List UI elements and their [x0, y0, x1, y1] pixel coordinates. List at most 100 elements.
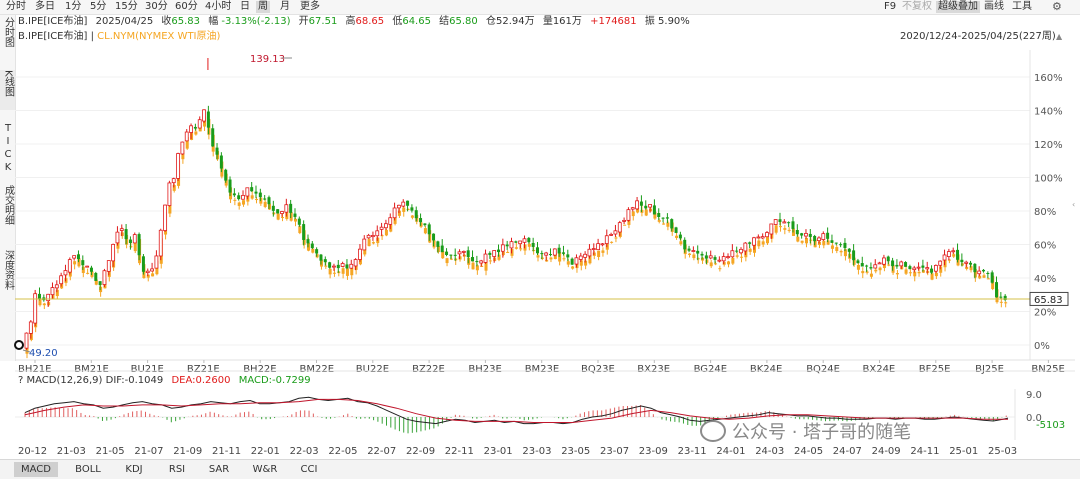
help-icon[interactable]: ? — [18, 375, 24, 386]
tab-sar[interactable]: SAR — [208, 464, 230, 475]
candle-body-down — [973, 263, 977, 273]
overlay-candle — [874, 269, 878, 272]
period-tab-15min[interactable]: 15分 — [115, 1, 138, 12]
macd-x-tick-label: 23-01 — [484, 446, 513, 457]
y-tick-label: 20% — [1034, 308, 1056, 319]
tab-wr[interactable]: W&R — [252, 464, 278, 475]
overlay-candle — [536, 255, 540, 258]
overlay-candle — [237, 202, 241, 206]
gear-icon[interactable]: ⚙ — [1052, 0, 1062, 13]
candle-body-up — [379, 226, 384, 230]
overlay-candle — [783, 228, 787, 230]
candle-body-up — [782, 221, 787, 224]
candle-body-down — [276, 209, 280, 214]
period-tab-30min[interactable]: 30分 — [145, 1, 168, 12]
period-tab-1min[interactable]: 1分 — [65, 1, 82, 12]
period-tab-week[interactable]: 周 — [256, 1, 270, 13]
low-label: 低 — [392, 16, 403, 27]
tab-cci[interactable]: CCI — [300, 464, 318, 475]
candle-body-up — [821, 233, 826, 240]
candle-body-down — [787, 222, 791, 224]
candle-body-down — [423, 223, 427, 226]
overlay-candle — [133, 240, 137, 252]
candle-body-down — [748, 242, 752, 244]
overlay-candle — [527, 243, 531, 247]
candle-body-down — [813, 235, 817, 242]
period-tab-60min[interactable]: 60分 — [175, 1, 198, 12]
oi-label: 仓 — [485, 16, 496, 27]
candle-body-up — [375, 230, 380, 237]
overlay-candle — [146, 274, 150, 278]
settle-price: 结65.80 — [439, 16, 478, 27]
tab-kdj[interactable]: KDJ — [125, 464, 143, 475]
candle-body-down — [670, 219, 674, 229]
candle-body-down — [895, 264, 899, 267]
overlay-candle — [151, 273, 155, 277]
candle-body-down — [345, 264, 349, 269]
candle-body-up — [24, 332, 29, 349]
candle-body-down — [865, 265, 869, 267]
candle-body-up — [726, 256, 730, 258]
candle-body-up — [72, 255, 77, 259]
no-adjust-button[interactable]: 不复权 — [902, 1, 932, 12]
candle-body-up — [938, 260, 943, 266]
period-more-button[interactable]: 更多 — [300, 1, 320, 12]
macd-x-tick-label: 21-03 — [57, 446, 86, 457]
period-tab-fenshi[interactable]: 分时 — [6, 1, 26, 12]
candle-body-down — [250, 187, 254, 192]
macd-name[interactable]: MACD(12,26,9) — [26, 375, 103, 386]
dea-line — [24, 398, 1008, 423]
candle-body-up — [189, 125, 193, 133]
candle-body-down — [137, 234, 141, 256]
overlay-candle — [73, 261, 77, 265]
overlay-candle — [506, 251, 510, 253]
tab-boll[interactable]: BOLL — [75, 464, 101, 475]
change: 幅 -3.13%(-2.13) — [208, 16, 290, 27]
side-scroll-handle[interactable]: ‹ — [1072, 200, 1076, 209]
tools-button[interactable]: 工具 — [1012, 1, 1032, 12]
candle-body-down — [704, 255, 708, 259]
overlay-candle — [826, 240, 830, 245]
period-tab-5min[interactable]: 5分 — [90, 1, 107, 12]
period-tab-day[interactable]: 日 — [240, 1, 250, 12]
macd-y-ticks: 9.0 0.0-5103 — [1026, 390, 1065, 431]
sidebar-tab-trades[interactable]: 成交明细 — [0, 185, 15, 237]
overlay-candle — [55, 289, 59, 297]
candle-body-down — [843, 242, 847, 249]
overlay-candle — [480, 265, 484, 267]
draw-line-button[interactable]: 画线 — [984, 1, 1004, 12]
period-tab-multiday[interactable]: 多日 — [35, 1, 55, 12]
current-price-tag: 65.83 — [1029, 291, 1069, 306]
overlay-candle — [332, 272, 336, 274]
candle-body-up — [384, 223, 388, 229]
tab-macd[interactable]: MACD — [14, 462, 58, 477]
overlay-candle — [233, 199, 237, 201]
sidebar-tab-kline[interactable]: K线图 — [0, 70, 15, 110]
candle-body-down — [297, 218, 301, 225]
candle-body-down — [328, 262, 332, 268]
tab-rsi[interactable]: RSI — [168, 464, 186, 475]
candle-body-up — [353, 259, 358, 267]
period-tab-month[interactable]: 月 — [280, 1, 290, 12]
candle-body-up — [925, 267, 930, 270]
collapse-icon[interactable]: ▲ — [1056, 32, 1063, 41]
overlay-candle — [588, 255, 592, 264]
candle-body-up — [158, 229, 163, 257]
macd-x-tick-label: 24-11 — [910, 446, 939, 457]
f9-button[interactable]: F9 — [884, 1, 897, 12]
super-overlay-button[interactable]: 超级叠加 — [936, 1, 980, 13]
candle-body-down — [193, 126, 197, 129]
candle-body-up — [600, 243, 605, 246]
sidebar-tab-depth[interactable]: 深度资料 — [0, 250, 15, 302]
sidebar-tab-timeshare[interactable]: 分时图 — [0, 17, 15, 55]
candle-body-down — [254, 191, 258, 194]
candle-body-down — [263, 198, 267, 200]
kline-chart[interactable]: 0% 20% 40% 60% 80% 100% 120% 140% 160% 65.83 139… — [0, 0, 1080, 460]
overlay-candle — [982, 275, 986, 278]
legend-overlay-symbol[interactable]: CL.NYM(NYMEX WTI原油) — [97, 31, 221, 42]
period-tab-4hour[interactable]: 4小时 — [205, 1, 232, 12]
sidebar-tab-tick[interactable]: TICK — [0, 123, 15, 175]
overlay-candle — [757, 240, 761, 247]
candle-body-down — [921, 265, 925, 268]
overlay-candle — [644, 209, 648, 216]
